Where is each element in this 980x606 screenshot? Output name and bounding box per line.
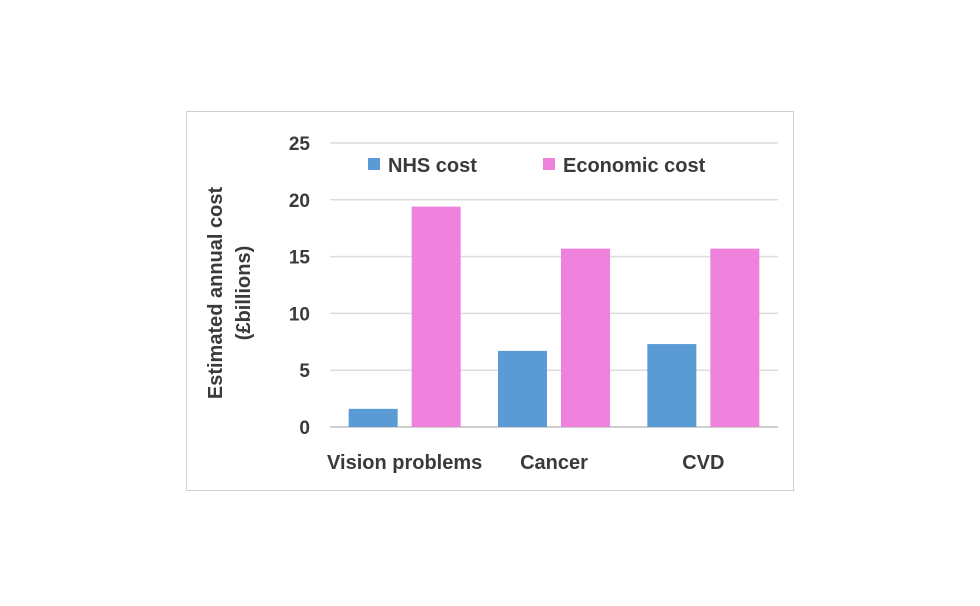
bar-nhs-cost-cvd	[647, 344, 697, 427]
y-axis-ticks: 0 5 10 15 20 25	[289, 134, 311, 439]
gridlines	[330, 142, 778, 428]
bars	[348, 206, 760, 427]
legend-swatch-nhs-cost	[368, 158, 380, 170]
y-axis-label: Estimated annual cost	[205, 187, 227, 400]
x-category-label-cvd: CVD	[682, 452, 724, 474]
bar-economic-cost-cvd	[710, 248, 760, 427]
x-category-label-vision-problems: Vision problems	[327, 452, 482, 474]
legend: NHS cost Economic cost	[368, 155, 706, 177]
legend-label-nhs-cost: NHS cost	[388, 155, 477, 177]
y-tick-label-0: 0	[299, 418, 310, 439]
y-tick-label-5: 5	[299, 361, 310, 382]
y-tick-label-10: 10	[289, 304, 310, 325]
y-tick-label-20: 20	[289, 191, 310, 212]
y-tick-label-25: 25	[289, 134, 311, 155]
y-tick-label-15: 15	[289, 248, 311, 269]
legend-label-economic-cost: Economic cost	[563, 155, 706, 177]
bar-economic-cost-vision-problems	[411, 206, 461, 427]
bar-economic-cost-cancer	[561, 248, 610, 427]
x-category-label-cancer: Cancer	[520, 452, 588, 474]
y-axis-label-units: (£billions)	[233, 246, 255, 340]
legend-swatch-economic-cost	[543, 158, 555, 170]
x-axis-categories: Vision problems Cancer CVD	[327, 452, 724, 474]
bar-nhs-cost-cancer	[498, 350, 547, 427]
bar-nhs-cost-vision-problems	[348, 408, 398, 427]
